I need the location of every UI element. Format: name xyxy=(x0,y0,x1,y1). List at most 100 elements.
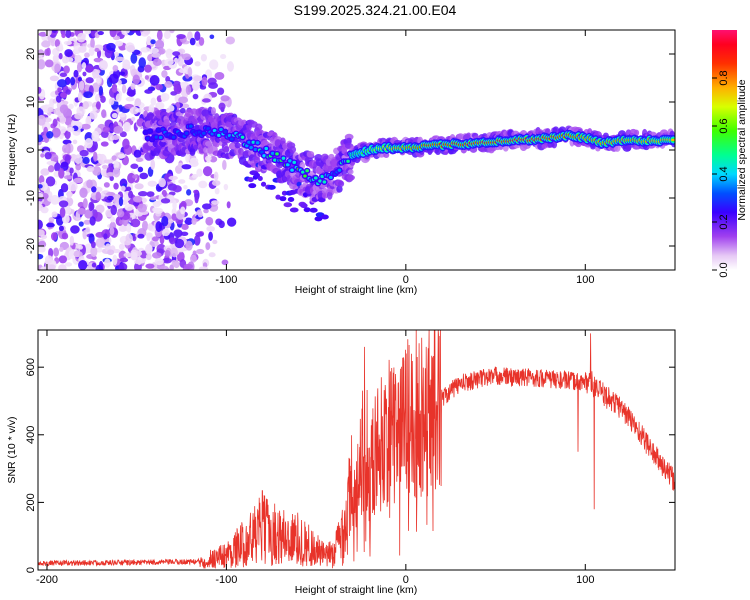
spectrogram-noise-blob xyxy=(202,166,213,177)
spectrogram-ytick-label: 0 xyxy=(25,147,37,153)
spectrogram-noise-blob xyxy=(101,164,109,170)
spectrogram-noise-blob xyxy=(46,160,56,166)
spectrogram-noise-blob xyxy=(144,75,150,80)
spectrogram-noise-blob xyxy=(218,102,226,111)
spectrogram-noise-blob xyxy=(58,247,64,252)
spectrogram-noise-blob xyxy=(193,189,199,194)
spectrogram-ridge-core xyxy=(264,146,269,151)
spectrogram-ridge-core xyxy=(251,140,256,144)
spectrogram-noise-blob xyxy=(63,40,72,46)
spectrogram-ridge-core xyxy=(156,128,161,132)
spectrogram-noise-blob xyxy=(129,106,139,115)
colorbar: 0.0 0.2 0.4 0.6 0.8 Normalized spectral ampl… xyxy=(712,30,748,278)
snr-plot-area xyxy=(38,330,675,569)
spectrogram-noise-blob xyxy=(85,226,91,235)
spectrogram-ridge-core xyxy=(184,131,189,135)
spectrogram-noise-blob xyxy=(151,52,161,58)
spectrogram-noise-blob xyxy=(181,164,192,170)
spectrogram-noise-blob xyxy=(155,83,163,91)
spectrogram-noise-blob xyxy=(64,262,73,267)
spectrogram-noise-blob xyxy=(38,253,44,260)
spectrogram-noise-blob xyxy=(73,250,80,258)
spectrogram-noise-blob xyxy=(64,130,71,140)
spectrogram-noise-blob xyxy=(165,49,174,56)
spectrogram-noise-blob xyxy=(101,109,107,119)
colorbar-tick-label: 0.2 xyxy=(718,214,730,229)
spectrogram-noise-blob xyxy=(112,167,121,178)
spectrogram-noise-blob xyxy=(89,110,98,120)
spectrogram-noise-blob xyxy=(102,126,111,133)
spectrogram-noise-blob xyxy=(81,62,87,70)
spectrogram-noise-blob xyxy=(121,84,127,94)
spectrogram-noise-blob xyxy=(59,207,66,218)
spectrogram-noise-blob xyxy=(61,232,69,240)
spectrogram-ridge-core xyxy=(229,137,234,141)
spectrogram-ridge-core xyxy=(201,131,206,135)
spectrogram-noise-blob xyxy=(145,253,152,261)
spectrogram-noise-blob xyxy=(214,71,225,80)
spectrogram-noise-blob xyxy=(98,85,104,96)
spectrogram-noise-blob xyxy=(184,217,193,226)
spectrogram-noise-blob xyxy=(77,201,85,208)
spectrogram-halo-blob xyxy=(255,123,263,131)
spectrogram-noise-blob xyxy=(170,247,178,258)
spectrogram-noise-blob xyxy=(60,92,68,99)
spectrogram-noise-blob xyxy=(83,91,93,99)
spectrogram-tail-blob xyxy=(281,190,288,196)
spectrogram-noise-blob xyxy=(160,198,171,204)
spectrogram-noise-blob xyxy=(148,104,155,114)
spectrogram-noise-blob xyxy=(128,190,134,199)
spectrogram-noise-blob xyxy=(156,101,165,110)
spectrogram-noise-blob xyxy=(124,240,131,246)
spectrogram-tail-blob xyxy=(309,207,318,213)
spectrogram-noise-blob xyxy=(203,208,209,214)
spectrogram-tail-blob xyxy=(287,196,295,202)
spectrogram-noise-blob xyxy=(41,40,51,48)
spectrogram-noise-blob xyxy=(117,79,122,86)
spectrogram-ridge-core xyxy=(143,130,148,134)
spectrogram-noise-blob xyxy=(58,225,64,232)
spectrogram-noise-blob xyxy=(68,103,74,110)
spectrogram-noise-blob xyxy=(95,264,104,270)
spectrogram-ridge-core xyxy=(148,129,152,133)
spectrogram-noise-blob xyxy=(122,59,131,70)
spectrogram-noise-blob xyxy=(65,89,71,95)
spectrogram-ridge-core xyxy=(275,152,279,156)
spectrogram-noise-blob xyxy=(205,216,214,226)
spectrogram-tail-blob xyxy=(300,203,308,209)
spectrogram-noise-blob xyxy=(183,185,188,190)
spectrogram-noise-blob xyxy=(92,151,98,162)
spectrogram-noise-blob xyxy=(149,196,157,201)
spectrogram-noise-blob xyxy=(150,39,156,45)
spectrogram-noise-blob xyxy=(119,257,129,263)
spectrogram-noise-blob xyxy=(169,30,175,34)
spectrogram-noise-blob xyxy=(84,209,93,219)
spectrogram-ridge-core xyxy=(212,128,217,133)
spectrogram-noise-blob xyxy=(130,218,141,228)
spectrogram-noise-blob xyxy=(156,30,163,41)
spectrogram-noise-blob xyxy=(98,59,108,71)
spectrogram-tail-blob xyxy=(247,177,254,183)
spectrogram-noise-blob xyxy=(38,219,43,230)
spectrogram-noise-blob xyxy=(114,40,123,47)
spectrogram-plot-area xyxy=(38,30,675,270)
spectrogram-noise-blob xyxy=(144,89,153,94)
spectrogram-noise-blob xyxy=(110,204,118,216)
spectrogram-noise-blob xyxy=(58,264,67,270)
spectrogram-noise-blob xyxy=(94,47,100,53)
colorbar-tick-label: 0.0 xyxy=(718,262,730,277)
spectrogram-noise-blob xyxy=(111,112,118,119)
spectrogram-noise-blob xyxy=(95,204,105,214)
spectrogram-noise-blob xyxy=(115,93,122,103)
spectrogram-ridge-core xyxy=(154,135,159,139)
spectrogram-noise-blob xyxy=(178,68,188,73)
spectrogram-noise-blob xyxy=(134,183,144,190)
spectrogram-noise-blob xyxy=(123,252,132,258)
snr-frame xyxy=(37,329,676,571)
spectrogram-noise-blob xyxy=(38,192,44,199)
spectrogram-ridge-core xyxy=(322,180,327,184)
spectrogram-ridge-core xyxy=(285,163,290,167)
spectrogram-noise-blob xyxy=(79,187,88,198)
spectrogram-noise-blob xyxy=(70,76,76,86)
